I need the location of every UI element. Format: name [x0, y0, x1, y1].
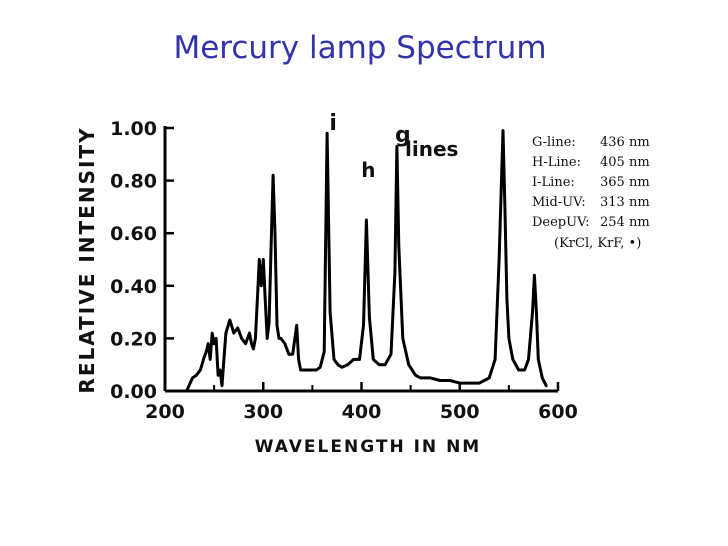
legend-line-value: 365 nm [600, 175, 650, 190]
x-tick-label: 200 [145, 401, 185, 423]
y-tick-label: 0.20 [110, 328, 157, 350]
legend-line-name: G-line: [532, 135, 576, 150]
legend-row: G-line: 436 nm [532, 135, 728, 150]
legend-row: H-Line: 405 nm [532, 155, 728, 170]
legend-row: Mid-UV: 313 nm [532, 195, 728, 210]
peak-label-h: h [361, 158, 375, 182]
x-tick-label: 300 [243, 401, 283, 423]
chart-ticks: 0.00 0.20 0.40 0.60 0.80 1.00 200 300 400 500 600 [110, 118, 578, 423]
x-tick-label: 500 [440, 401, 480, 423]
y-tick-label: 0.00 [110, 381, 157, 403]
y-axis-label: RELATIVE INTENSITY [75, 126, 99, 393]
legend-line-value: 254 nm [600, 215, 650, 230]
legend-line-value: 313 nm [600, 195, 650, 210]
legend-line-name: H-Line: [532, 155, 581, 170]
peak-label-lines: lines [405, 137, 458, 161]
x-tick-label: 400 [342, 401, 382, 423]
legend-row: DeepUV: 254 nm [532, 215, 728, 230]
legend-line-value: 436 nm [600, 135, 650, 150]
laser-note: (KrCl, KrF, •) [554, 236, 642, 251]
y-tick-label: 0.40 [110, 276, 157, 298]
legend-line-name: I-Line: [532, 175, 575, 190]
y-tick-label: 0.60 [110, 223, 157, 245]
y-tick-label: 0.80 [110, 171, 157, 193]
slide-title: Mercury lamp Spectrum [173, 30, 547, 66]
intensity-series-line [185, 129, 548, 393]
x-tick-label: 600 [538, 401, 578, 423]
peak-label-g: g [395, 123, 411, 148]
legend-line-value: 405 nm [600, 155, 650, 170]
x-axis-label: WAVELENGTH IN NM [255, 437, 481, 457]
legend-line-name: Mid-UV: [532, 195, 586, 210]
peak-label-i: i [329, 111, 337, 136]
y-tick-label: 1.00 [110, 118, 157, 140]
legend-row: I-Line: 365 nm [532, 175, 728, 190]
legend-line-name: DeepUV: [532, 215, 590, 230]
